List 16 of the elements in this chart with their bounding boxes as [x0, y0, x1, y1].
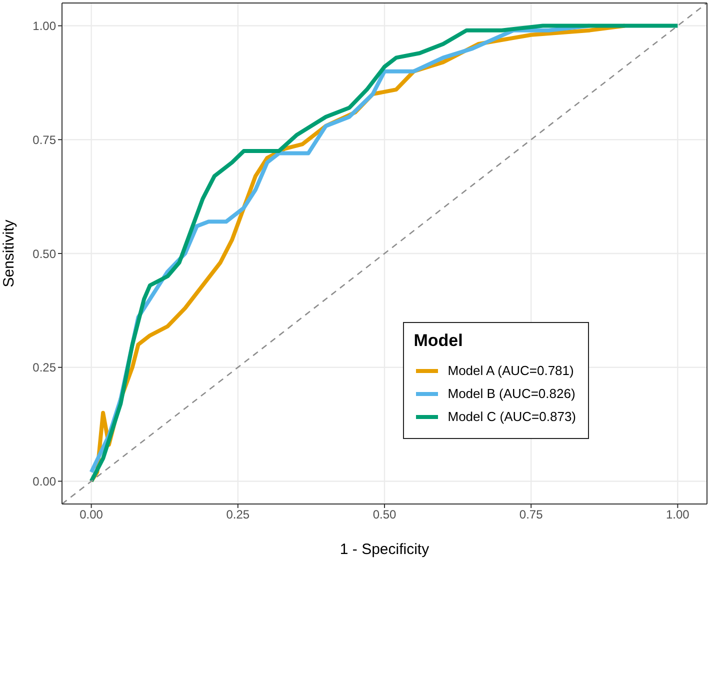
legend-label: Model B (AUC=0.826) — [448, 386, 576, 401]
legend-label: Model C (AUC=0.873) — [448, 409, 576, 424]
x-tick-label: 0.25 — [226, 508, 250, 522]
y-axis-title: Sensitivity — [0, 219, 18, 288]
y-tick-label: 0.75 — [32, 132, 56, 147]
y-tick-label: 0.50 — [32, 246, 56, 261]
legend-title: Model — [414, 331, 464, 351]
y-tick-label: 1.00 — [32, 19, 56, 34]
x-tick-label: 1.00 — [666, 508, 690, 522]
x-tick-label: 0.00 — [80, 508, 104, 522]
y-tick-label: 0.25 — [32, 360, 56, 375]
x-tick-label: 0.50 — [372, 508, 396, 522]
y-tick-label: 0.00 — [32, 474, 56, 488]
legend-label: Model A (AUC=0.781) — [448, 363, 574, 378]
x-axis-title: 1 - Specificity — [340, 541, 430, 558]
x-tick-label: 0.75 — [519, 508, 544, 522]
